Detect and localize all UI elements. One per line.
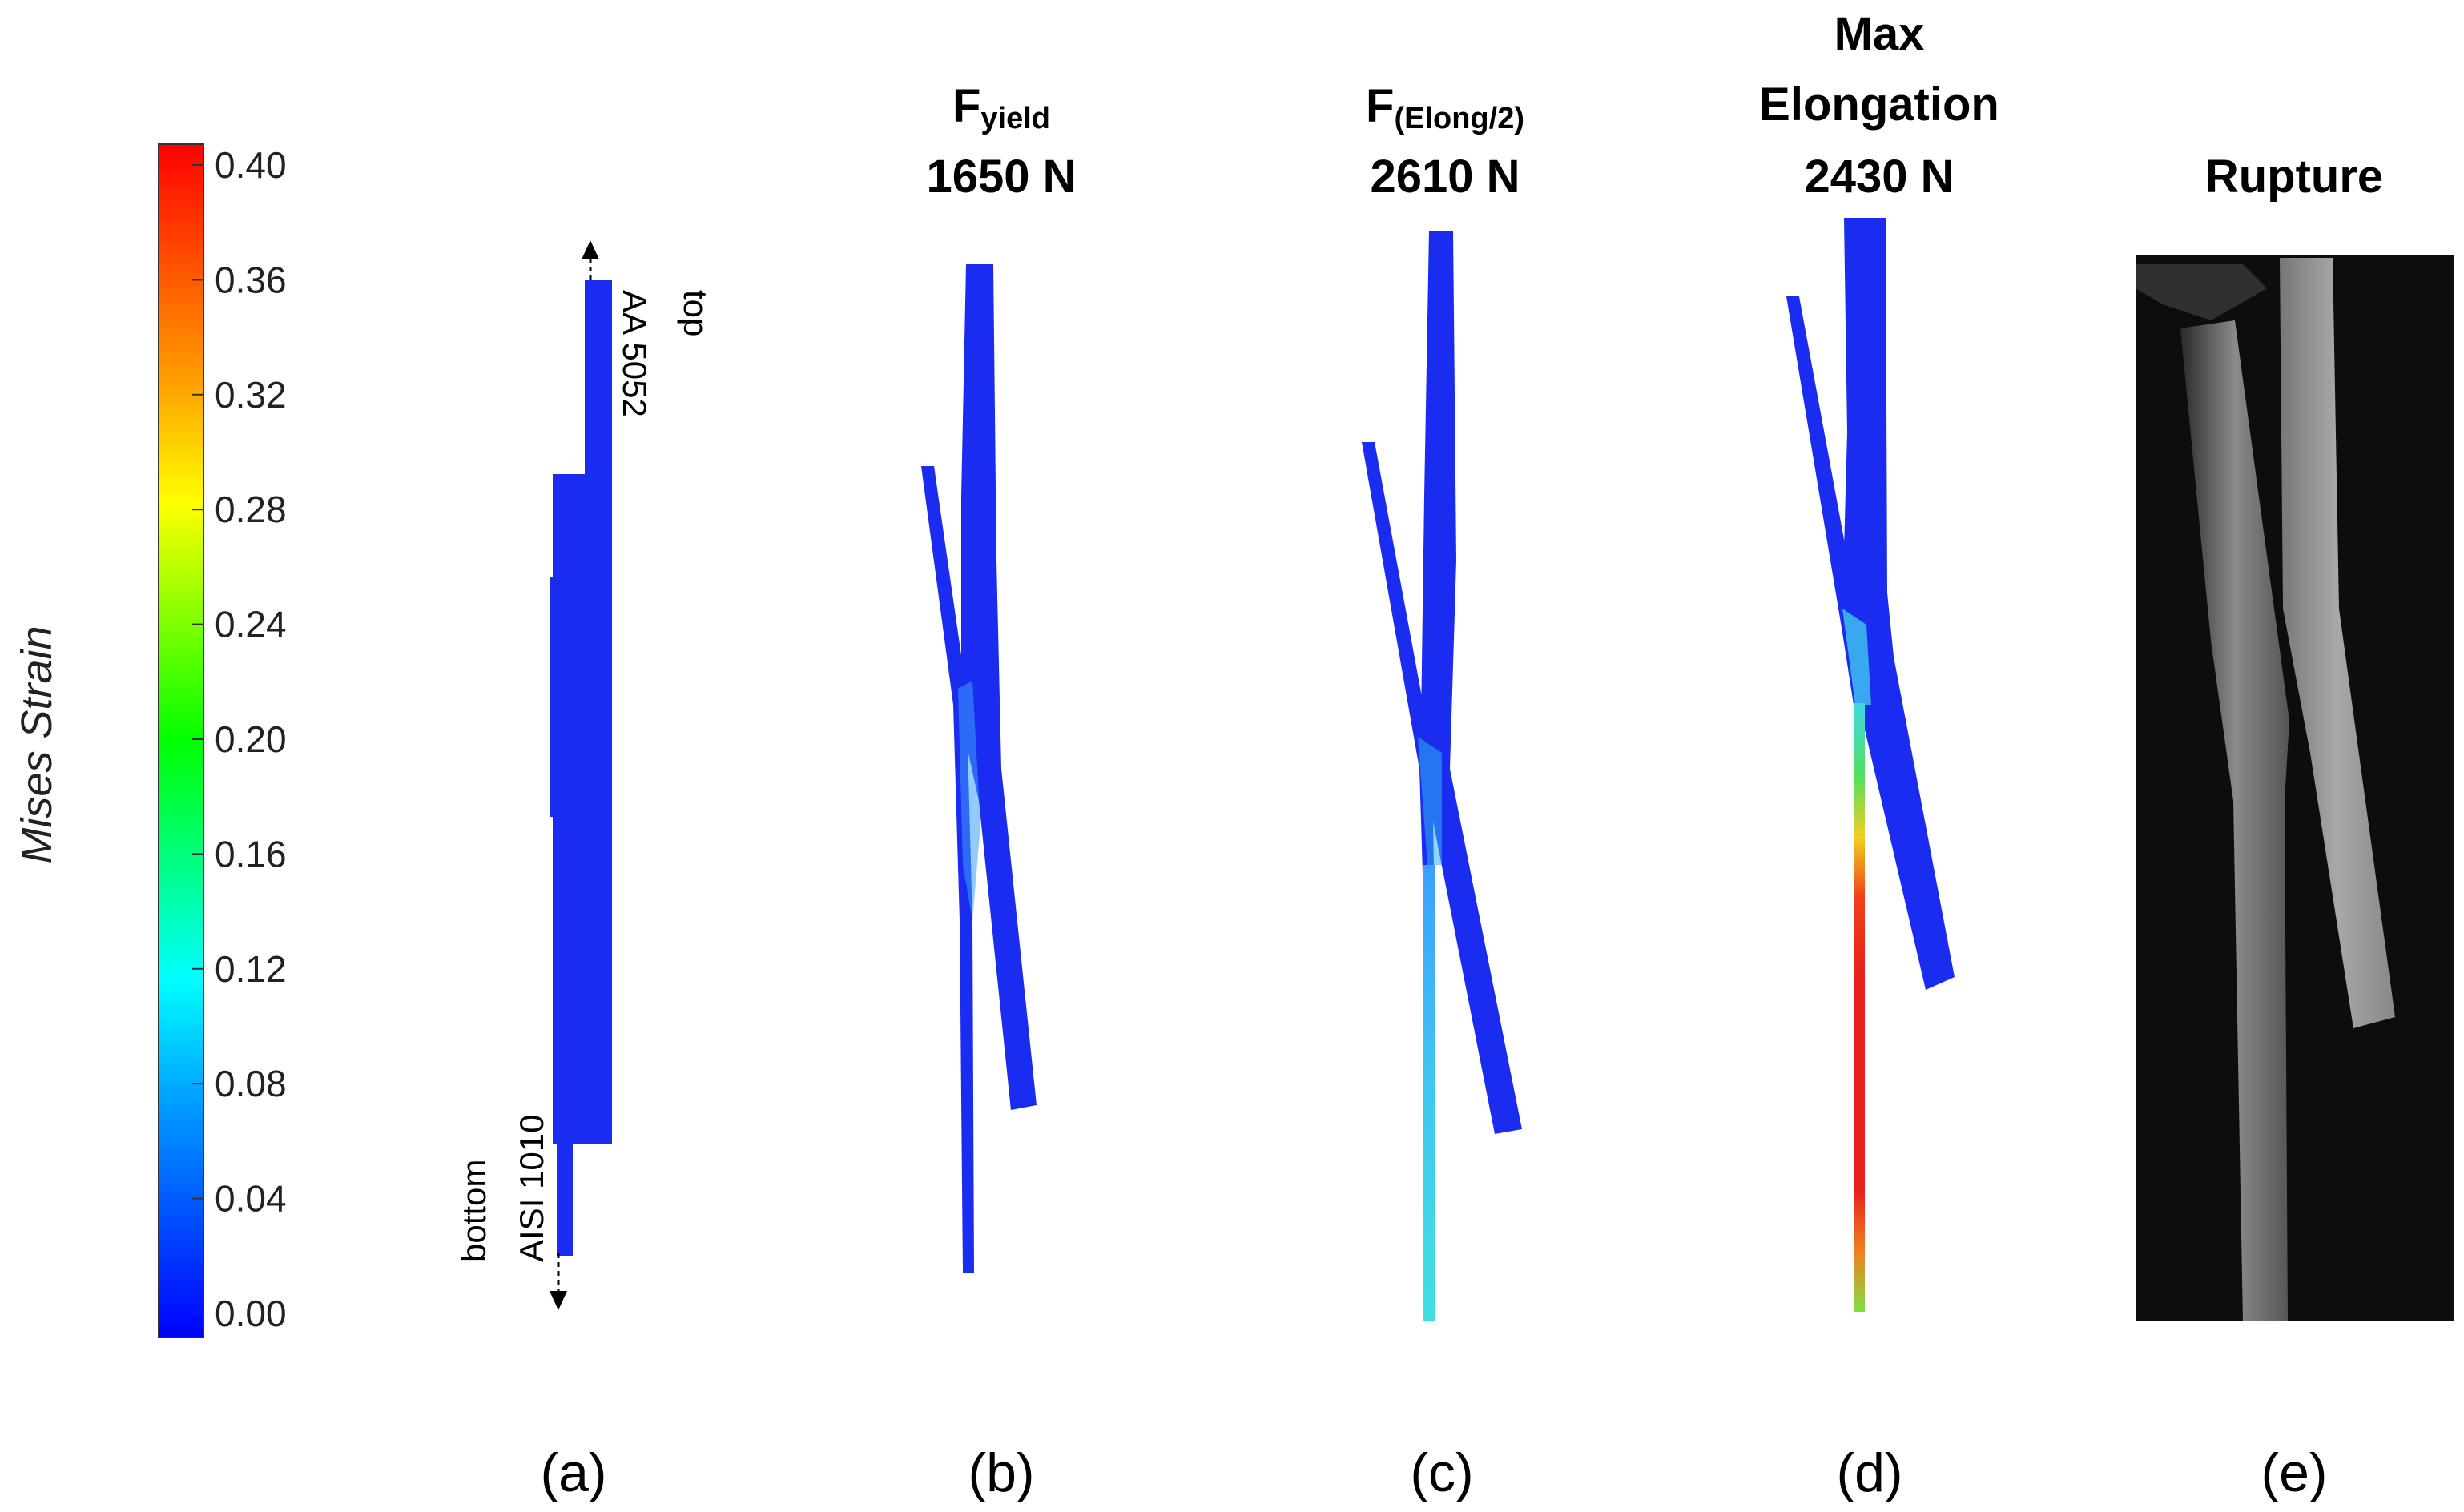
colorbar-label: Mises Strain [13, 625, 61, 863]
panel-a-bottom-material: AISI 1010 [513, 1115, 550, 1262]
rupture-photo-aluminium-sheet [2280, 258, 2395, 1028]
panel-a-overlap [553, 474, 612, 1144]
colorbar: Mises Strain 0.40 0.36 0.32 0.28 0.24 0.20 0.1… [13, 143, 287, 1338]
panel-e-letter: (e) [2261, 1442, 2327, 1503]
panel-b-upper-sheet [961, 264, 1037, 1110]
panel-b-title-main: F [952, 80, 980, 132]
colorbar-tick-label: 0.08 [215, 1063, 287, 1104]
colorbar-tick-label: 0.32 [215, 374, 287, 416]
panel-b-title: Fyield [952, 80, 1050, 135]
panel-d-lower-sheet-top [1786, 296, 1863, 705]
panel-a-bottom-label: bottom [455, 1160, 493, 1262]
panel-c: F(Elong/2) 2610 N (c) [1362, 80, 1524, 1503]
panel-b-title-sub: yield [980, 102, 1050, 135]
colorbar-ticks: 0.40 0.36 0.32 0.28 0.24 0.20 0.16 0.12 0.08 0.04… [192, 144, 287, 1334]
panel-c-lower-sheet-bottom [1423, 865, 1435, 1321]
colorbar-tick-label: 0.28 [215, 489, 287, 530]
panel-c-title-main: F [1366, 80, 1394, 132]
panel-d-upper-sheet [1842, 218, 1955, 990]
panel-a-top-strip [585, 280, 612, 481]
panel-e: Rupture (e) [2136, 151, 2454, 1503]
panel-d: Max Elongation 2430 N (d) [1759, 8, 1999, 1503]
panel-d-force: 2430 N [1804, 151, 1954, 203]
panel-b-overlap-glow [958, 681, 980, 921]
panel-a-edge [550, 577, 556, 817]
colorbar-tick-label: 0.00 [215, 1293, 287, 1334]
colorbar-gradient [158, 143, 204, 1338]
panel-b-lower-sheet [921, 466, 974, 1273]
panel-c-overlap-glow [1418, 737, 1442, 865]
panel-a-bottom-strip [557, 1137, 573, 1256]
panel-c-title: F(Elong/2) [1366, 80, 1524, 135]
colorbar-tick-label: 0.04 [215, 1178, 287, 1220]
panel-a-top-material: AA 5052 [616, 290, 654, 417]
panel-b-letter: (b) [968, 1442, 1034, 1503]
panel-c-upper-sheet [1421, 231, 1522, 1134]
rupture-photo-fixture [2136, 264, 2267, 320]
colorbar-tick-label: 0.20 [215, 718, 287, 760]
panel-b: Fyield 1650 N (b) [921, 80, 1077, 1503]
panel-d-overlap-glow [1842, 609, 1871, 705]
panel-a-top-arrowhead [582, 240, 599, 259]
colorbar-tick-label: 0.16 [215, 833, 287, 875]
colorbar-tick-label: 0.24 [215, 604, 287, 645]
panel-c-title-sub: (Elong/2) [1394, 102, 1524, 135]
panel-d-necked-strip [1854, 703, 1865, 1312]
panel-d-title-line1: Max [1834, 8, 1925, 60]
panel-a: top AA 5052 bottom AISI 1010 (a) [455, 240, 715, 1503]
panel-b-force: 1650 N [926, 151, 1076, 203]
panel-e-title: Rupture [2205, 151, 2383, 203]
colorbar-tick-label: 0.36 [215, 259, 287, 300]
colorbar-tick-label: 0.12 [215, 948, 287, 990]
panel-d-title-line2: Elongation [1759, 78, 1999, 131]
panel-a-bottom-arrowhead [550, 1291, 567, 1310]
panel-d-letter: (d) [1836, 1442, 1902, 1503]
panel-a-letter: (a) [540, 1442, 606, 1503]
rupture-photo-steel-sheet [2180, 320, 2289, 1321]
panel-a-top-label: top [677, 290, 715, 336]
colorbar-tick-label: 0.40 [215, 144, 287, 186]
panel-c-letter: (c) [1410, 1442, 1473, 1503]
panel-c-force: 2610 N [1370, 151, 1520, 203]
